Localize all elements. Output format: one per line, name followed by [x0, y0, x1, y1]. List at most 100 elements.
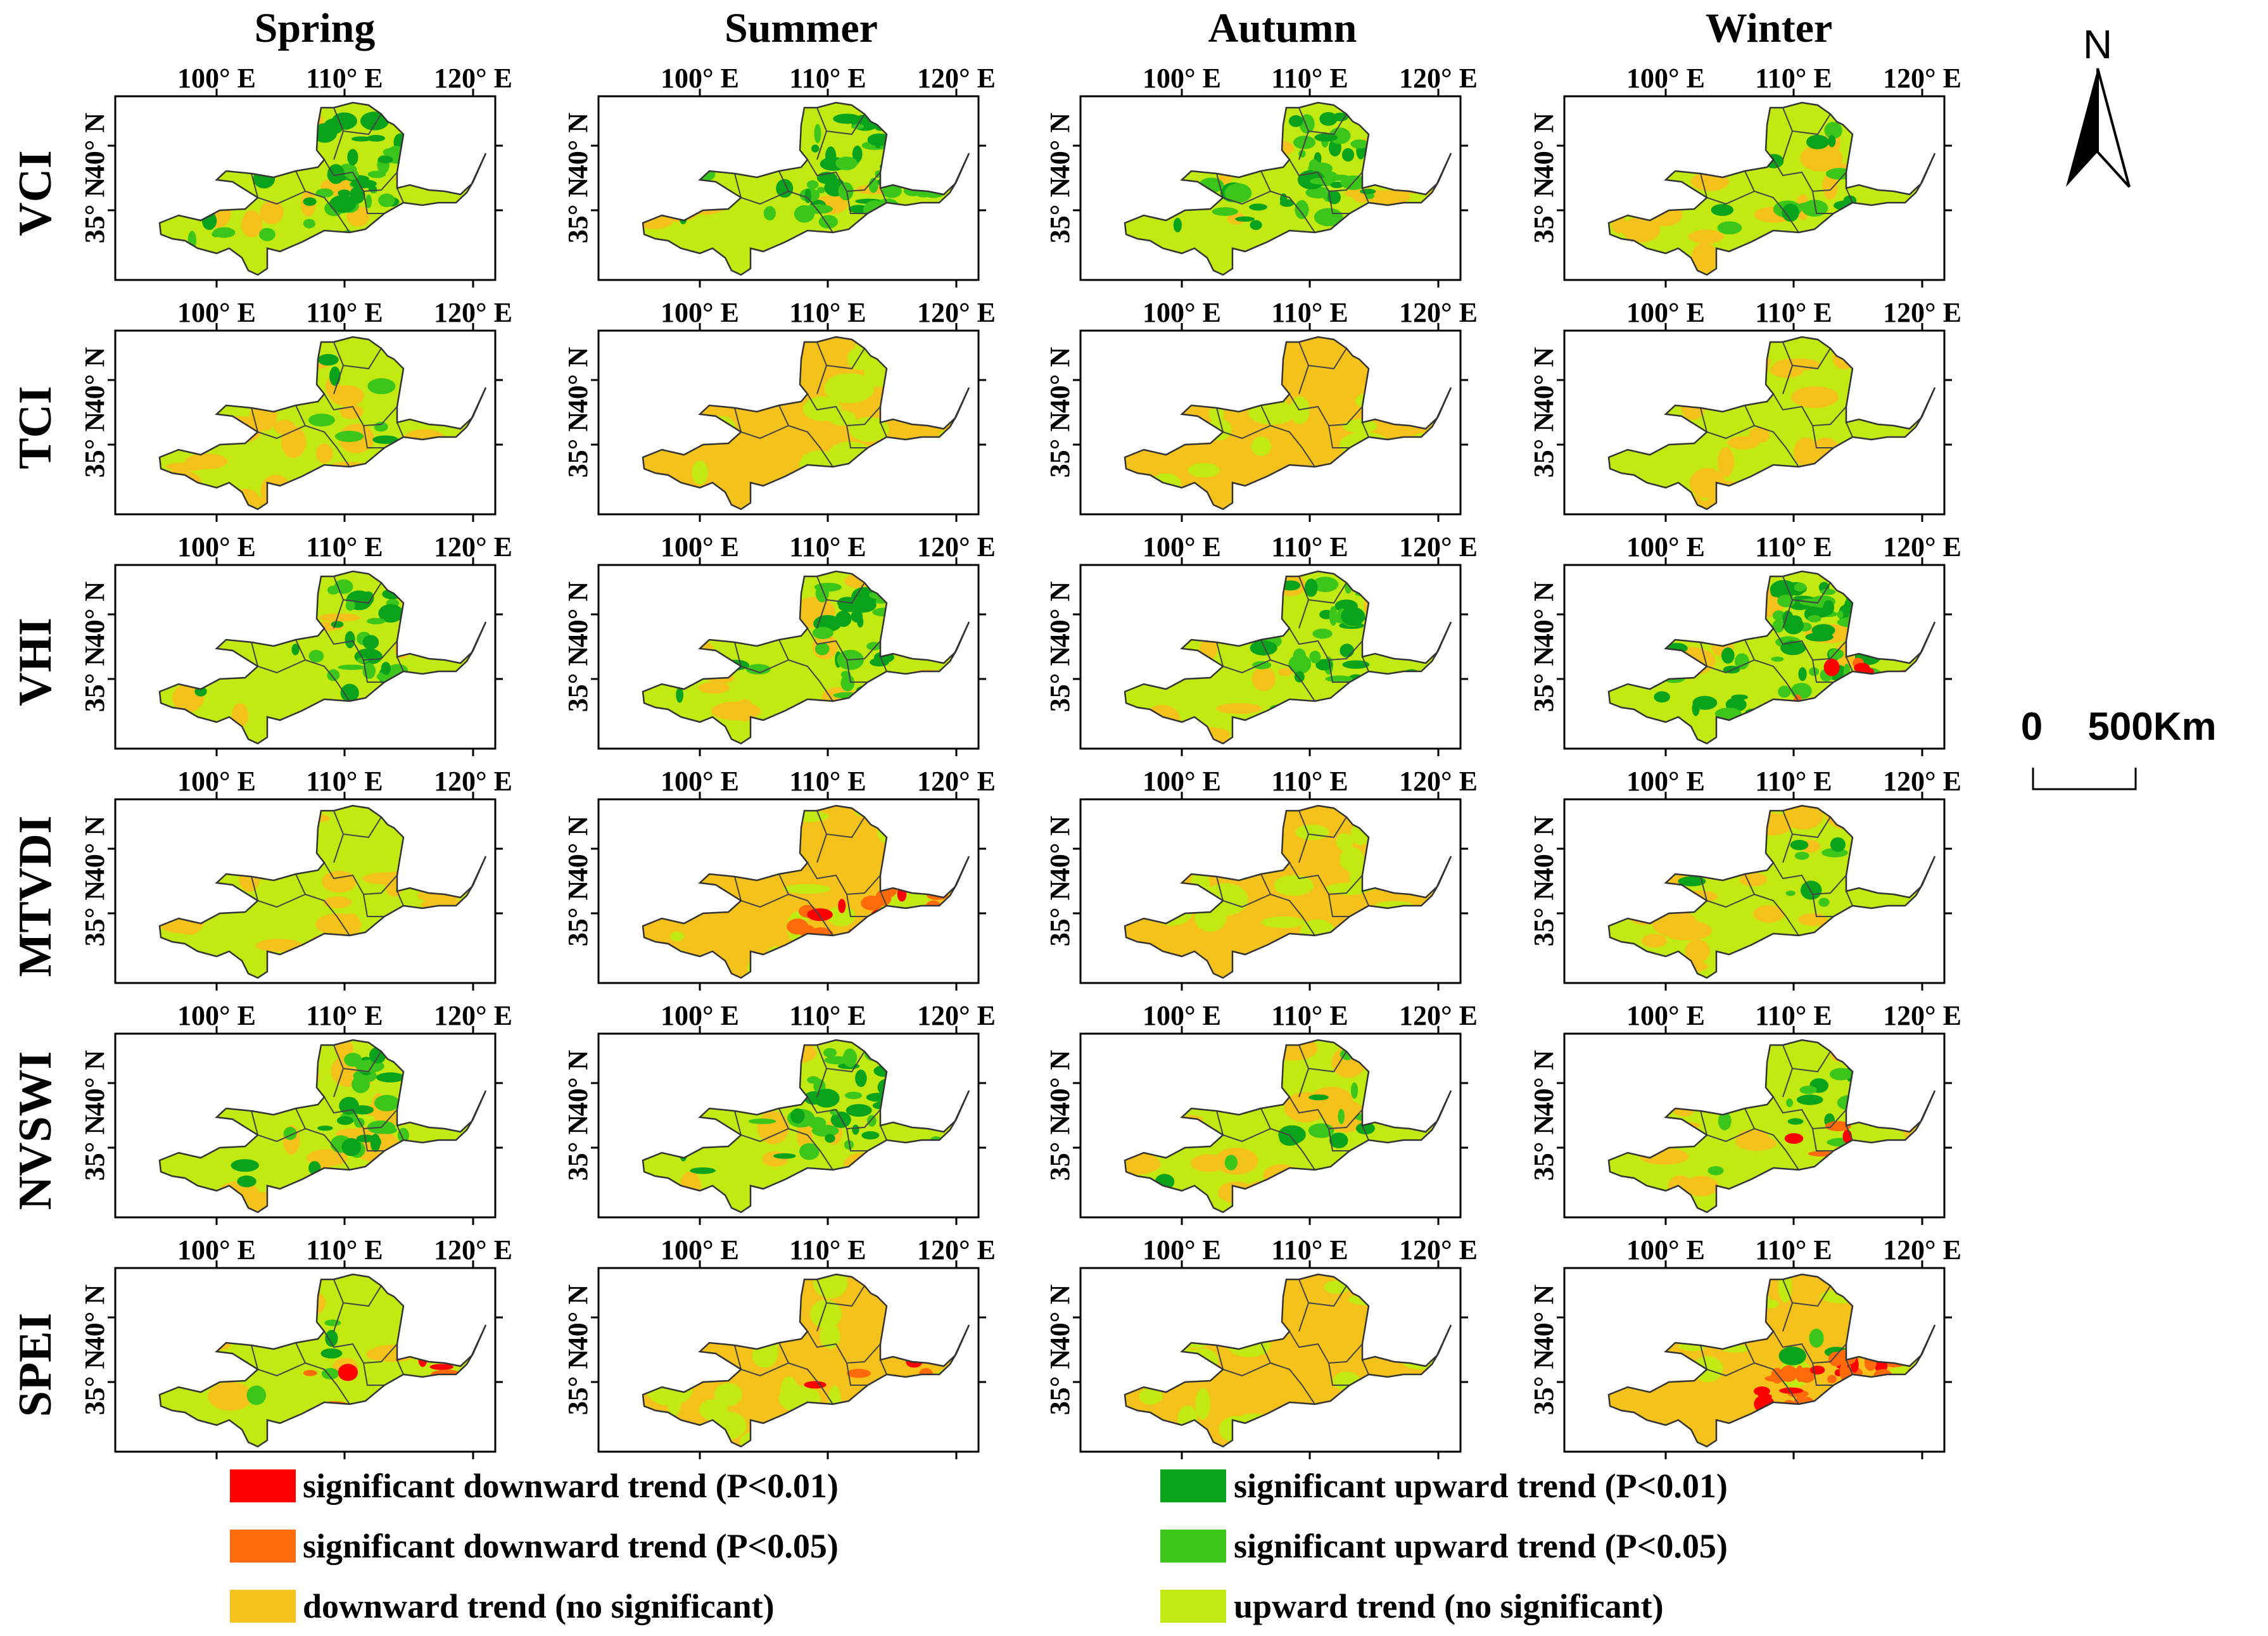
sig-upward-patch	[350, 179, 377, 189]
sig-upward-patch	[338, 189, 351, 197]
trend-patch	[1310, 1086, 1353, 1115]
lon-tick-label: 100° E	[661, 63, 739, 94]
sig-upward-patch	[1778, 1346, 1806, 1366]
lat-tick-label: 40° N	[79, 347, 110, 414]
sig-upward-patch	[1828, 135, 1836, 148]
lon-tick-label: 110° E	[789, 63, 866, 94]
sig-upward-patch	[808, 1117, 827, 1129]
sig-upward-patch	[850, 597, 877, 613]
sig-upward-patch	[378, 604, 403, 623]
lat-tick-label: 40° N	[1528, 1284, 1559, 1351]
lon-tick-label: 120° E	[1399, 531, 1478, 562]
legend-label-sig-up-005: significant upward trend (P<0.05)	[1234, 1527, 1728, 1565]
sig-upward-patch	[1329, 606, 1338, 626]
sig-upward-patch	[377, 1126, 397, 1134]
legend-swatch-sig-up-005	[1160, 1530, 1226, 1563]
river-mouth-channel	[1436, 621, 1452, 653]
sig-upward-patch	[352, 1075, 371, 1093]
row-label-spei: SPEI	[10, 1313, 61, 1417]
sig-upward-patch	[381, 661, 391, 675]
sig-downward-patch	[1784, 1133, 1804, 1144]
lat-tick-label: 35° N	[1044, 646, 1075, 713]
sig-upward-patch	[1782, 203, 1799, 222]
trend-patch	[1800, 144, 1843, 172]
sig-upward-patch	[1293, 648, 1307, 664]
sig-upward-patch	[367, 618, 386, 625]
lon-tick-label: 120° E	[917, 1234, 996, 1265]
trend-patch	[1295, 824, 1329, 840]
lat-tick-label: 40° N	[1528, 581, 1559, 648]
sig-upward-patch	[1692, 695, 1718, 710]
lat-tick-label: 35° N	[1044, 1115, 1075, 1181]
sig-upward-patch	[397, 1127, 409, 1143]
sig-upward-patch	[1806, 134, 1829, 149]
trend-patch	[692, 460, 709, 485]
column-header-winter: Winter	[1706, 5, 1832, 51]
sig-upward-patch	[1295, 200, 1309, 219]
sig-upward-patch	[840, 674, 855, 692]
sig-upward-patch	[833, 113, 861, 124]
trend-patch	[256, 939, 303, 952]
lon-tick-label: 110° E	[306, 1000, 383, 1031]
lon-tick-label: 110° E	[789, 1000, 866, 1031]
map-panel-mtvdi-winter: 100° E 110° E 120° E 40° N35° N	[1528, 766, 1961, 991]
sig-upward-patch	[1224, 1155, 1238, 1170]
sig-upward-patch	[317, 353, 339, 366]
sig-upward-patch	[1718, 1112, 1732, 1131]
lon-tick-label: 100° E	[661, 297, 739, 328]
lon-tick-label: 120° E	[434, 1234, 512, 1265]
sig-upward-patch	[308, 414, 336, 427]
lon-tick-label: 120° E	[1399, 766, 1478, 797]
trend-patch	[1261, 916, 1305, 929]
map-panel-vhi-autumn: 100° E 110° E 120° E 40° N35° N	[1044, 531, 1478, 756]
sig-upward-patch	[1823, 600, 1835, 616]
sig-upward-patch	[329, 366, 341, 386]
lat-tick-label: 40° N	[562, 113, 593, 179]
legend-swatch-sig-down-005	[230, 1530, 296, 1563]
sig-upward-patch	[1235, 216, 1255, 222]
map-panel-spei-winter: 100° E 110° E 120° E 40° N35° N	[1528, 1234, 1961, 1459]
sig-upward-patch	[1312, 628, 1333, 639]
trend-patch	[1688, 229, 1724, 244]
trend-patch	[1685, 939, 1710, 963]
trend-patch	[757, 1111, 789, 1145]
lon-tick-label: 100° E	[177, 297, 256, 328]
sig-upward-patch	[374, 1094, 400, 1112]
sig-upward-patch	[345, 631, 355, 649]
sig-upward-patch	[1309, 177, 1334, 185]
legend: significant downward trend (P<0.01) sign…	[230, 1467, 1728, 1625]
lon-tick-label: 120° E	[434, 766, 512, 797]
river-mouth-channel	[471, 1324, 487, 1356]
sig-upward-patch	[1787, 1118, 1804, 1125]
lon-tick-label: 120° E	[434, 297, 512, 328]
sig-upward-patch	[1714, 707, 1742, 720]
lon-tick-label: 120° E	[917, 63, 996, 94]
trend-patch	[699, 1398, 728, 1421]
sig-upward-patch	[1829, 1068, 1853, 1081]
lon-tick-label: 110° E	[306, 766, 383, 797]
sig-upward-patch	[1173, 217, 1182, 232]
sig-upward-patch	[1309, 650, 1321, 664]
lon-tick-label: 120° E	[1883, 1000, 1961, 1031]
lat-tick-label: 40° N	[1044, 581, 1075, 648]
sig-upward-patch	[1771, 656, 1784, 662]
sig-upward-patch	[341, 1138, 362, 1157]
trend-patch	[1125, 1152, 1161, 1175]
river-mouth-channel	[1920, 621, 1936, 653]
sig-upward-patch	[237, 1175, 257, 1188]
lat-tick-label: 35° N	[79, 177, 110, 244]
sig-upward-patch	[231, 1159, 260, 1172]
lat-tick-label: 35° N	[79, 1349, 110, 1416]
lon-tick-label: 110° E	[306, 297, 383, 328]
lon-tick-label: 100° E	[661, 1000, 739, 1031]
map-panel-vhi-winter: 100° E 110° E 120° E 40° N35° N	[1528, 531, 1961, 756]
lat-tick-label: 35° N	[562, 412, 593, 478]
sig-upward-patch	[676, 687, 684, 703]
sig-downward-patch	[846, 1369, 871, 1378]
sig-upward-patch	[1212, 207, 1238, 216]
sig-upward-patch	[1678, 876, 1706, 887]
sig-upward-patch	[814, 124, 821, 144]
trend-patch	[810, 1300, 842, 1329]
sig-upward-patch	[327, 669, 340, 682]
lon-tick-label: 120° E	[1883, 63, 1961, 94]
